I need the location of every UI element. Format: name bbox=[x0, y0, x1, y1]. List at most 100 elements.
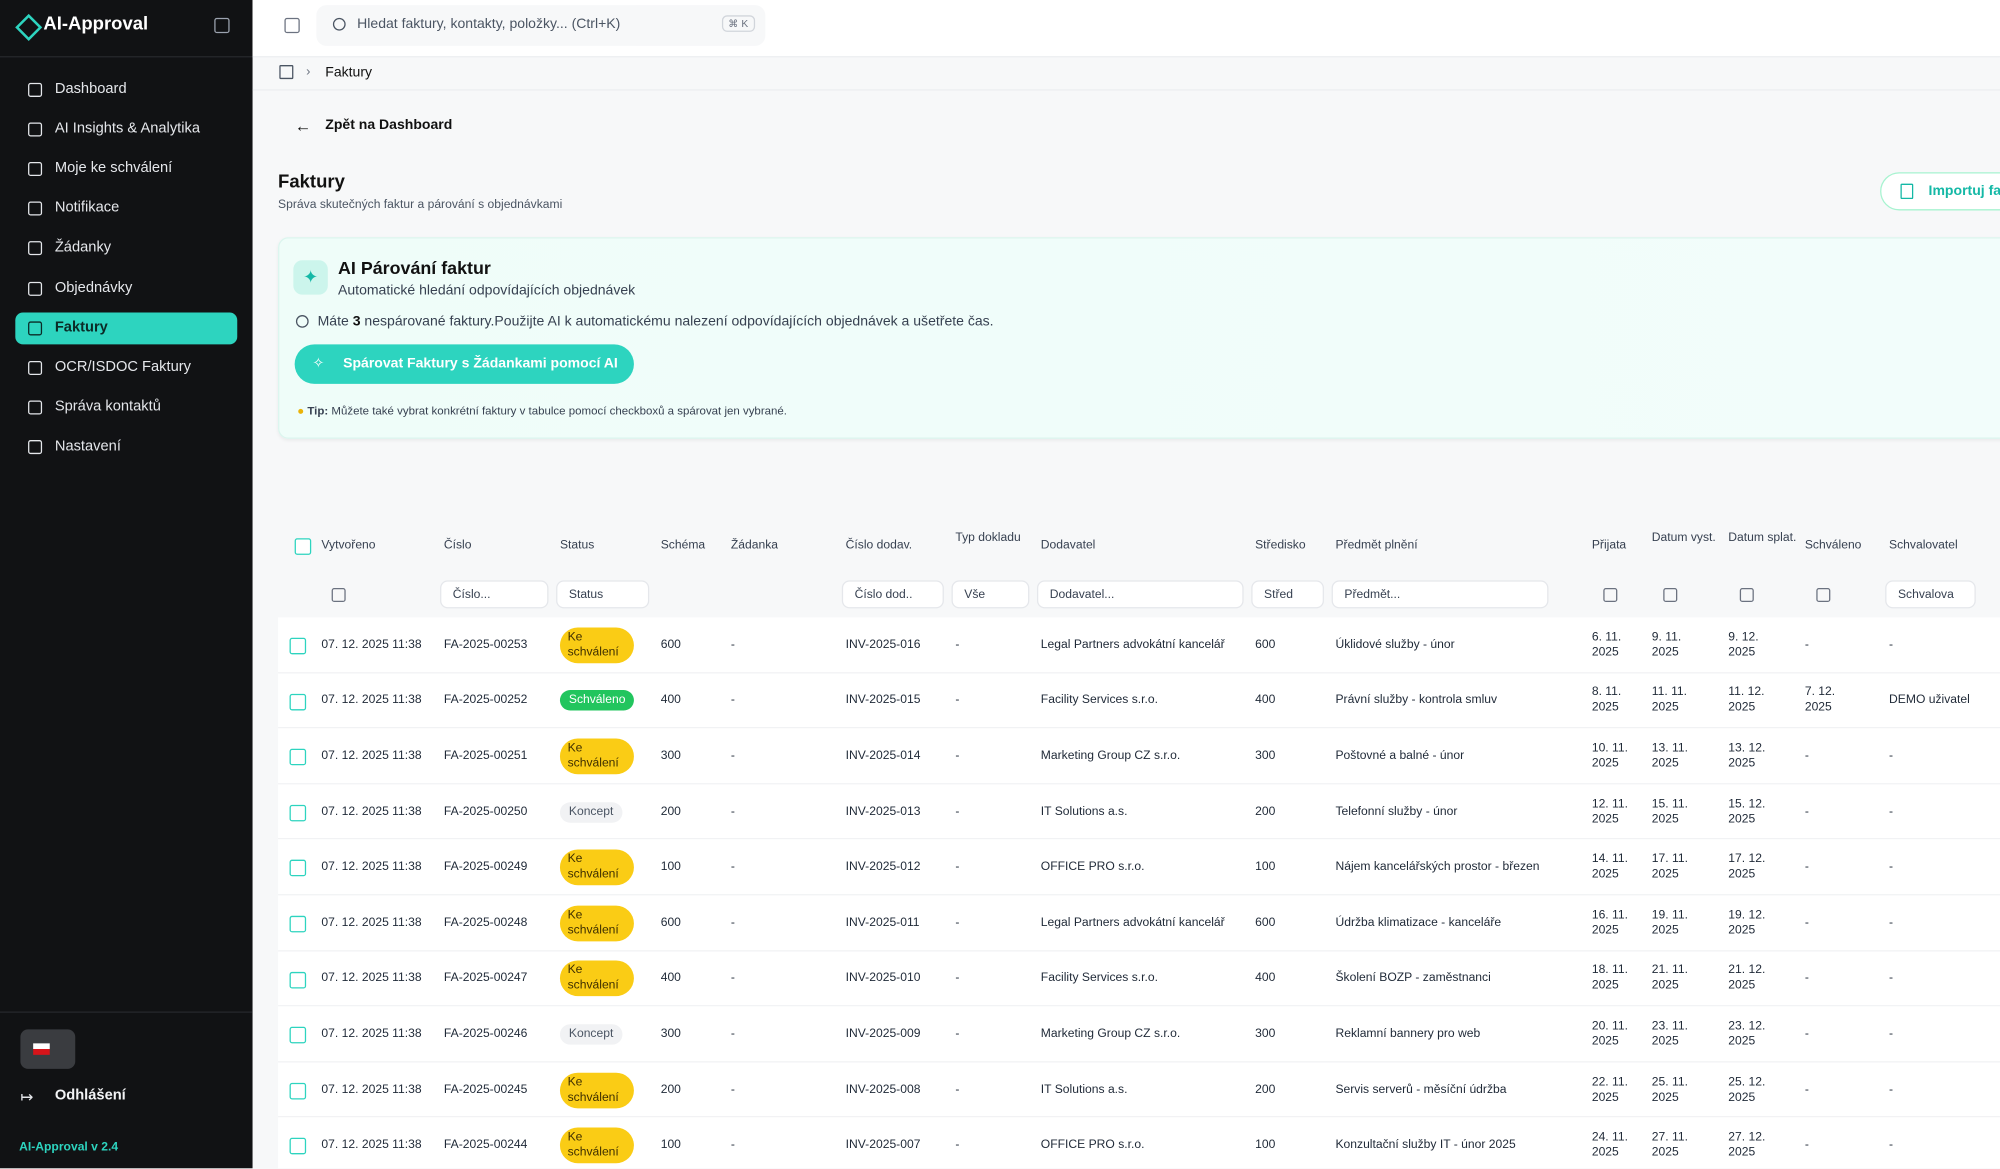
date-filter[interactable] bbox=[1663, 588, 1677, 602]
column-header[interactable]: Datum splat. bbox=[1728, 531, 1797, 546]
cell: - bbox=[1805, 804, 1853, 819]
nav-icon bbox=[28, 361, 42, 375]
cell: DEMO uživatel bbox=[1889, 693, 1980, 708]
ai-match-button[interactable]: ✧ Spárovat Faktury s Žádankami pomocí AI bbox=[295, 344, 634, 384]
cell: 11. 11. 2025 bbox=[1652, 685, 1700, 716]
row-checkbox[interactable] bbox=[290, 1138, 307, 1155]
row-checkbox[interactable] bbox=[290, 1083, 307, 1100]
back-link[interactable]: Zpět na Dashboard bbox=[325, 117, 452, 132]
column-filter[interactable]: Číslo... bbox=[440, 580, 548, 608]
column-filter[interactable]: Číslo dod.. bbox=[842, 580, 944, 608]
column-filter[interactable]: Dodavatel... bbox=[1037, 580, 1244, 608]
row-checkbox[interactable] bbox=[290, 693, 307, 710]
row-checkbox[interactable] bbox=[290, 638, 307, 655]
cell: OFFICE PRO s.r.o. bbox=[1041, 860, 1248, 875]
date-filter[interactable] bbox=[1603, 588, 1617, 602]
cell: INV-2025-012 bbox=[846, 860, 948, 875]
column-filter[interactable]: Střed bbox=[1251, 580, 1324, 608]
header-checkbox[interactable] bbox=[295, 538, 312, 555]
column-filter[interactable]: Vše bbox=[952, 580, 1030, 608]
column-header[interactable]: Schvalovatel bbox=[1889, 538, 1980, 553]
column-filter[interactable]: Status bbox=[556, 580, 649, 608]
date-filter[interactable] bbox=[1740, 588, 1754, 602]
status-badge: Ke schválení bbox=[560, 850, 634, 886]
column-header[interactable]: Číslo dodav. bbox=[846, 538, 948, 553]
column-header[interactable]: Vytvořeno bbox=[321, 538, 436, 553]
date-filter[interactable] bbox=[332, 588, 346, 602]
row-checkbox[interactable] bbox=[290, 971, 307, 988]
nav-item[interactable]: Žádanky bbox=[15, 233, 237, 265]
row-checkbox[interactable] bbox=[290, 860, 307, 877]
column-header[interactable]: Středisko bbox=[1255, 538, 1328, 553]
cell: 16. 11. 2025 bbox=[1592, 908, 1640, 939]
page-subtitle: Správa skutečných faktur a párování s ob… bbox=[278, 198, 562, 212]
nav-icon bbox=[28, 202, 42, 216]
nav-item[interactable]: Faktury bbox=[15, 312, 237, 344]
nav-item[interactable]: OCR/ISDOC Faktury bbox=[15, 352, 237, 384]
column-header[interactable]: Žádanka bbox=[731, 538, 838, 553]
cell: 21. 11. 2025 bbox=[1652, 964, 1700, 995]
cell: - bbox=[1889, 916, 1980, 931]
row-checkbox[interactable] bbox=[290, 805, 307, 822]
cell: 18. 11. 2025 bbox=[1592, 964, 1640, 995]
nav-icon bbox=[28, 440, 42, 454]
logout[interactable]: Odhlášení bbox=[55, 1088, 126, 1103]
search-box[interactable]: Hledat faktury, kontakty, položky... (Ct… bbox=[316, 5, 765, 46]
nav-item[interactable]: Dashboard bbox=[15, 74, 237, 106]
cell: 07. 12. 2025 11:38 bbox=[321, 971, 436, 986]
nav-label: AI Insights & Analytika bbox=[55, 121, 200, 136]
button-label: Spárovat Faktury s Žádankami pomocí AI bbox=[343, 356, 618, 371]
cell: - bbox=[955, 637, 1033, 652]
home-icon[interactable] bbox=[279, 65, 293, 79]
cell: INV-2025-016 bbox=[846, 637, 948, 652]
cell: 14. 11. 2025 bbox=[1592, 852, 1640, 883]
import-button[interactable]: Importuj fa bbox=[1880, 172, 2000, 210]
date-filter[interactable] bbox=[1816, 588, 1830, 602]
cell: 19. 11. 2025 bbox=[1652, 908, 1700, 939]
nav-icon bbox=[28, 162, 42, 176]
column-header[interactable]: Schéma bbox=[661, 538, 723, 553]
row-checkbox[interactable] bbox=[290, 916, 307, 933]
cell: - bbox=[1805, 916, 1853, 931]
divider bbox=[253, 89, 2000, 90]
cell: 600 bbox=[1255, 637, 1328, 652]
nav-item[interactable]: Objednávky bbox=[15, 272, 237, 304]
cell: INV-2025-014 bbox=[846, 749, 948, 764]
cell: - bbox=[955, 749, 1033, 764]
nav-item[interactable]: Moje ke schválení bbox=[15, 153, 237, 185]
column-header[interactable]: Typ dokladu bbox=[955, 531, 1033, 546]
cell: 07. 12. 2025 11:38 bbox=[321, 860, 436, 875]
cell: 22. 11. 2025 bbox=[1592, 1075, 1640, 1106]
language-switch[interactable] bbox=[20, 1029, 75, 1069]
collapse-button[interactable] bbox=[214, 18, 229, 33]
nav-item[interactable]: Správa kontaktů bbox=[15, 391, 237, 423]
column-header[interactable]: Status bbox=[560, 538, 653, 553]
nav-label: Notifikace bbox=[55, 201, 119, 216]
row-checkbox[interactable] bbox=[290, 749, 307, 766]
column-header[interactable]: Schváleno bbox=[1805, 538, 1882, 553]
nav-item[interactable]: Nastavení bbox=[15, 431, 237, 463]
cell: 100 bbox=[1255, 1138, 1328, 1153]
status-badge: Ke schválení bbox=[560, 905, 634, 941]
topbar: Hledat faktury, kontakty, položky... (Ct… bbox=[253, 0, 2000, 57]
cell: - bbox=[731, 749, 838, 764]
brand[interactable]: AI-Approval bbox=[43, 14, 148, 34]
info-text: Máte bbox=[318, 314, 349, 329]
flag bbox=[33, 1043, 50, 1054]
column-filter[interactable]: Předmět... bbox=[1332, 580, 1549, 608]
cell: 23. 11. 2025 bbox=[1652, 1019, 1700, 1050]
column-header[interactable]: Přijata bbox=[1592, 538, 1644, 553]
cell: 25. 11. 2025 bbox=[1652, 1075, 1700, 1106]
nav-item[interactable]: Notifikace bbox=[15, 193, 237, 225]
cell: FA-2025-00251 bbox=[444, 749, 552, 764]
column-header[interactable]: Dodavatel bbox=[1041, 538, 1248, 553]
column-filter[interactable]: Schvalova bbox=[1885, 580, 1976, 608]
row-checkbox[interactable] bbox=[290, 1027, 307, 1044]
sidebar-toggle[interactable] bbox=[284, 18, 299, 33]
column-header[interactable]: Číslo bbox=[444, 538, 552, 553]
cell: - bbox=[731, 860, 838, 875]
cell: 200 bbox=[661, 804, 723, 819]
nav-item[interactable]: AI Insights & Analytika bbox=[15, 114, 237, 146]
column-header[interactable]: Předmět plnění bbox=[1335, 538, 1584, 553]
column-header[interactable]: Datum vyst. bbox=[1652, 531, 1721, 546]
